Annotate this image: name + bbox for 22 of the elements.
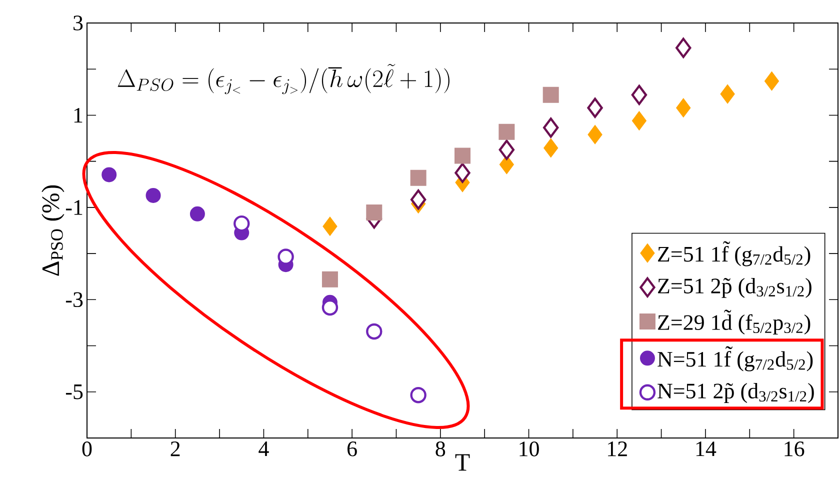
- y-tick-label: -3: [66, 292, 83, 308]
- x-tick-label: 6: [348, 442, 357, 456]
- legend-label: N=51 2p̃ (d$_{3/2}$s$_{1/2}$): [658, 383, 814, 403]
- x-tick-label: 14: [696, 442, 716, 456]
- x-tick-label: 0: [82, 442, 92, 456]
- x-tick-label: 8: [436, 442, 446, 456]
- legend-label: N=51 1f̃ (g$_{7/2}$d$_{5/2}$): [658, 346, 813, 372]
- x-tick-label: 2: [170, 442, 180, 456]
- x-tick-label: 16: [784, 442, 804, 456]
- y-tick-label: -1: [66, 200, 82, 215]
- x-tick-label: 12: [608, 442, 627, 456]
- annotation: $\Delta_{PSO}=(\epsilon_{j_<}-\epsilon_{j_>})/(\hbar\,\omega(2\tilde{\ell}+1))$: [118, 64, 450, 94]
- y-tick-label: 1: [74, 108, 82, 122]
- legend-label: Z=51 1f̃ (g$_{7/2}$d$_{5/2}$): [658, 241, 810, 266]
- x-axis-title: T: [455, 454, 470, 471]
- legend-label: Z=51 2p̃ (d$_{3/2}$s$_{1/2}$): [658, 278, 812, 298]
- y-tick-label: 3: [74, 16, 83, 30]
- y-axis-title: Δ$_{PSO}$ (%): [42, 185, 64, 276]
- y-tick-label: -5: [66, 384, 83, 400]
- legend-label: Z=29 1d̃ (f$_{5/2}$p$_{3/2}$): [658, 310, 810, 334]
- x-tick-label: 4: [258, 442, 269, 456]
- x-tick-label: 10: [520, 442, 539, 456]
